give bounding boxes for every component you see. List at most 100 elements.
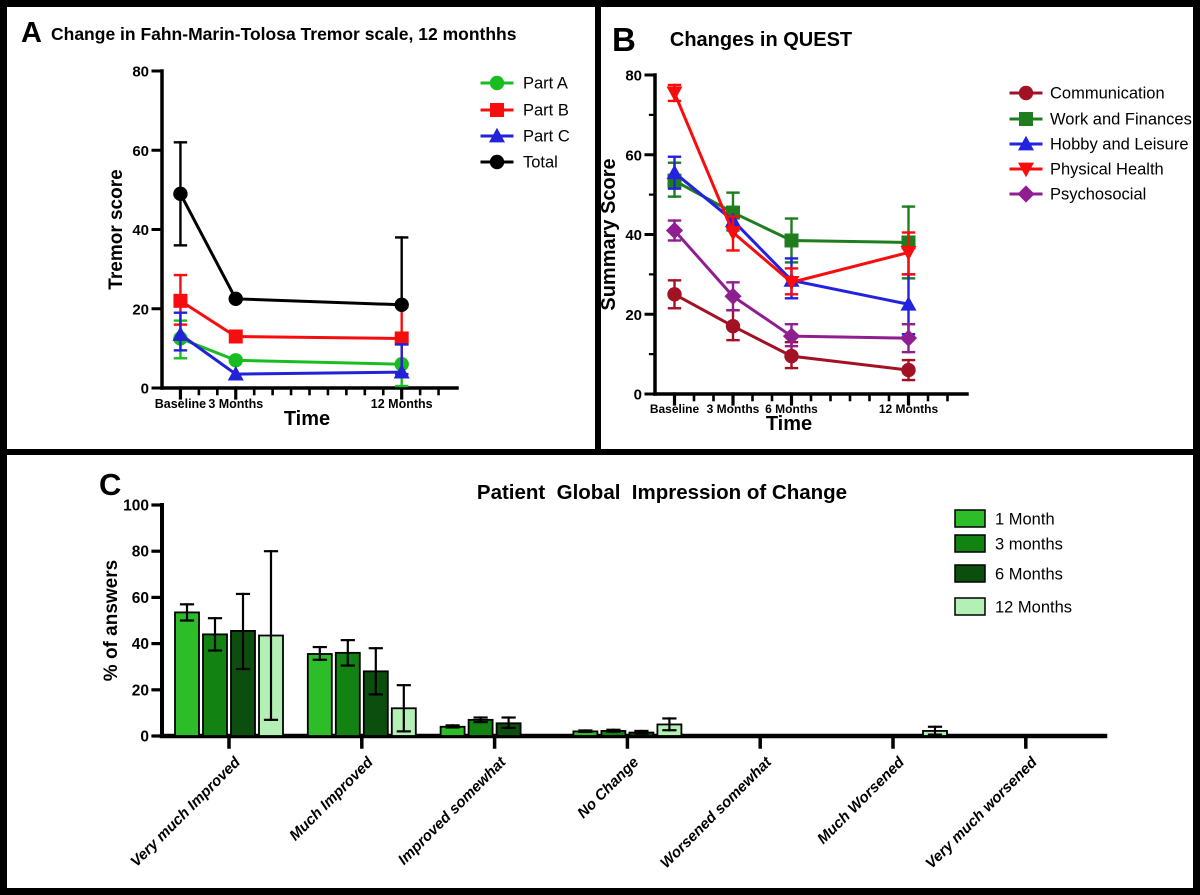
bar-group bbox=[439, 716, 522, 737]
triangle-up-marker bbox=[227, 365, 244, 381]
x-tick-label: Baseline bbox=[650, 402, 700, 416]
panel-b: B Changes in QUEST 0 20 40 60 80 Baseline 3 Mo… bbox=[598, 4, 1196, 452]
series-line bbox=[673, 292, 909, 372]
y-tick-label: 40 bbox=[132, 636, 149, 653]
legend-marker bbox=[1018, 162, 1034, 178]
panel-c-letter: C bbox=[99, 467, 122, 502]
series-line bbox=[673, 171, 909, 306]
diamond-marker bbox=[899, 329, 918, 347]
legend-marker bbox=[1017, 185, 1035, 203]
legend-marker bbox=[489, 154, 505, 170]
series-line bbox=[179, 299, 402, 340]
y-tick-label: 0 bbox=[634, 387, 642, 404]
legend-marker bbox=[489, 75, 505, 91]
y-tick-label: 100 bbox=[123, 498, 149, 515]
y-tick-label: 0 bbox=[141, 381, 149, 398]
triangle-up-marker bbox=[172, 326, 189, 341]
x-category-label: Improved somewhat bbox=[395, 753, 510, 868]
triangle-up-marker bbox=[393, 363, 410, 379]
series-psychosocial bbox=[665, 219, 918, 354]
legend-label: Psychosocial bbox=[1050, 186, 1146, 204]
legend-label: Part B bbox=[523, 102, 569, 120]
legend-swatch bbox=[954, 509, 986, 528]
diamond-marker bbox=[724, 287, 742, 305]
y-axis-title: Tremor score bbox=[106, 169, 127, 289]
x-category-label: No Change bbox=[574, 754, 642, 822]
x-category-label: Very much Improved bbox=[127, 753, 244, 870]
x-tick-label: 3 Months bbox=[208, 397, 263, 411]
legend-label: Part C bbox=[523, 128, 570, 146]
legend-label: Hobby and Leisure bbox=[1050, 136, 1189, 154]
y-tick-label: 60 bbox=[132, 143, 149, 160]
x-axis-title: Time bbox=[766, 413, 812, 435]
panel-c-title: Patient Global Impression of Change bbox=[476, 481, 848, 504]
x-category-label: Much Worsened bbox=[814, 753, 908, 847]
bar-group bbox=[174, 550, 284, 737]
legend-label: 6 Months bbox=[995, 566, 1063, 584]
legend-label: Part A bbox=[523, 75, 568, 93]
square-marker bbox=[228, 329, 243, 344]
panel-a-title: Change in Fahn-Marin-Tolosa Tremor scale… bbox=[51, 24, 517, 44]
legend-item: Psychosocial bbox=[1009, 185, 1146, 204]
x-tick-label: 6 Months bbox=[765, 402, 818, 416]
panel-c-chart: 0 20 40 60 80 100 % of answers Very much Improv… bbox=[101, 498, 1108, 872]
legend-item: 3 months bbox=[954, 534, 1063, 554]
x-category-label: Very much worsened bbox=[922, 753, 1041, 872]
legend-marker bbox=[489, 127, 505, 143]
x-tick-label: 12 Months bbox=[879, 402, 939, 416]
square-marker bbox=[173, 293, 188, 308]
triangle-up-marker bbox=[666, 164, 683, 180]
circle-marker bbox=[394, 297, 409, 312]
y-tick-label: 80 bbox=[132, 64, 149, 81]
bar bbox=[174, 611, 200, 737]
circle-marker bbox=[667, 287, 682, 302]
circle-marker bbox=[725, 319, 741, 334]
x-category-label: Much Improved bbox=[286, 753, 377, 844]
legend-item: 12 Months bbox=[954, 597, 1072, 617]
legend-item: Part C bbox=[480, 127, 570, 146]
y-tick-label: 40 bbox=[625, 227, 642, 244]
legend-item: Part A bbox=[480, 75, 568, 93]
bar-group bbox=[572, 717, 683, 737]
legend-item: Communication bbox=[1009, 85, 1165, 103]
legend-marker bbox=[1019, 112, 1033, 126]
y-tick-label: 80 bbox=[132, 544, 149, 561]
series-line bbox=[179, 333, 402, 376]
circle-marker bbox=[228, 291, 243, 307]
y-tick-label: 0 bbox=[140, 729, 149, 746]
bar-group bbox=[922, 725, 948, 737]
triangle-down-marker bbox=[783, 275, 800, 291]
panel-c: C Patient Global Impression of Change 0 2… bbox=[4, 452, 1196, 891]
x-tick-label: Baseline bbox=[155, 397, 206, 411]
x-tick-label: 3 Months bbox=[707, 402, 760, 416]
legend-marker bbox=[1018, 85, 1034, 101]
circle-marker bbox=[784, 348, 799, 364]
panel-a-letter: A bbox=[21, 17, 42, 49]
triangle-up-marker bbox=[900, 296, 917, 311]
legend-label: 3 months bbox=[995, 536, 1063, 554]
y-tick-label: 60 bbox=[132, 590, 149, 607]
x-tick-label: 12 Months bbox=[371, 397, 433, 411]
legend-label: Work and Finances bbox=[1050, 111, 1192, 129]
triangle-down-marker bbox=[725, 226, 741, 241]
y-tick-label: 80 bbox=[625, 68, 642, 85]
y-axis-title: Summary Score bbox=[601, 158, 620, 310]
circle-marker bbox=[228, 353, 243, 368]
triangle-down-marker bbox=[666, 86, 683, 102]
series-part-c bbox=[172, 311, 410, 381]
legend-item: 6 Months bbox=[954, 564, 1063, 584]
series-line bbox=[179, 337, 402, 366]
y-tick-label: 20 bbox=[132, 682, 149, 699]
diamond-marker bbox=[782, 327, 801, 345]
y-tick-label: 20 bbox=[132, 301, 149, 318]
y-tick-label: 20 bbox=[625, 307, 642, 324]
bar bbox=[306, 653, 333, 737]
series-physical-health bbox=[666, 83, 917, 296]
legend-item: Part B bbox=[480, 102, 569, 120]
legend-marker bbox=[490, 103, 504, 117]
circle-marker bbox=[901, 362, 916, 378]
legend-marker bbox=[1018, 135, 1034, 151]
y-tick-label: 40 bbox=[132, 222, 149, 239]
y-axis-title: % of answers bbox=[101, 560, 122, 681]
